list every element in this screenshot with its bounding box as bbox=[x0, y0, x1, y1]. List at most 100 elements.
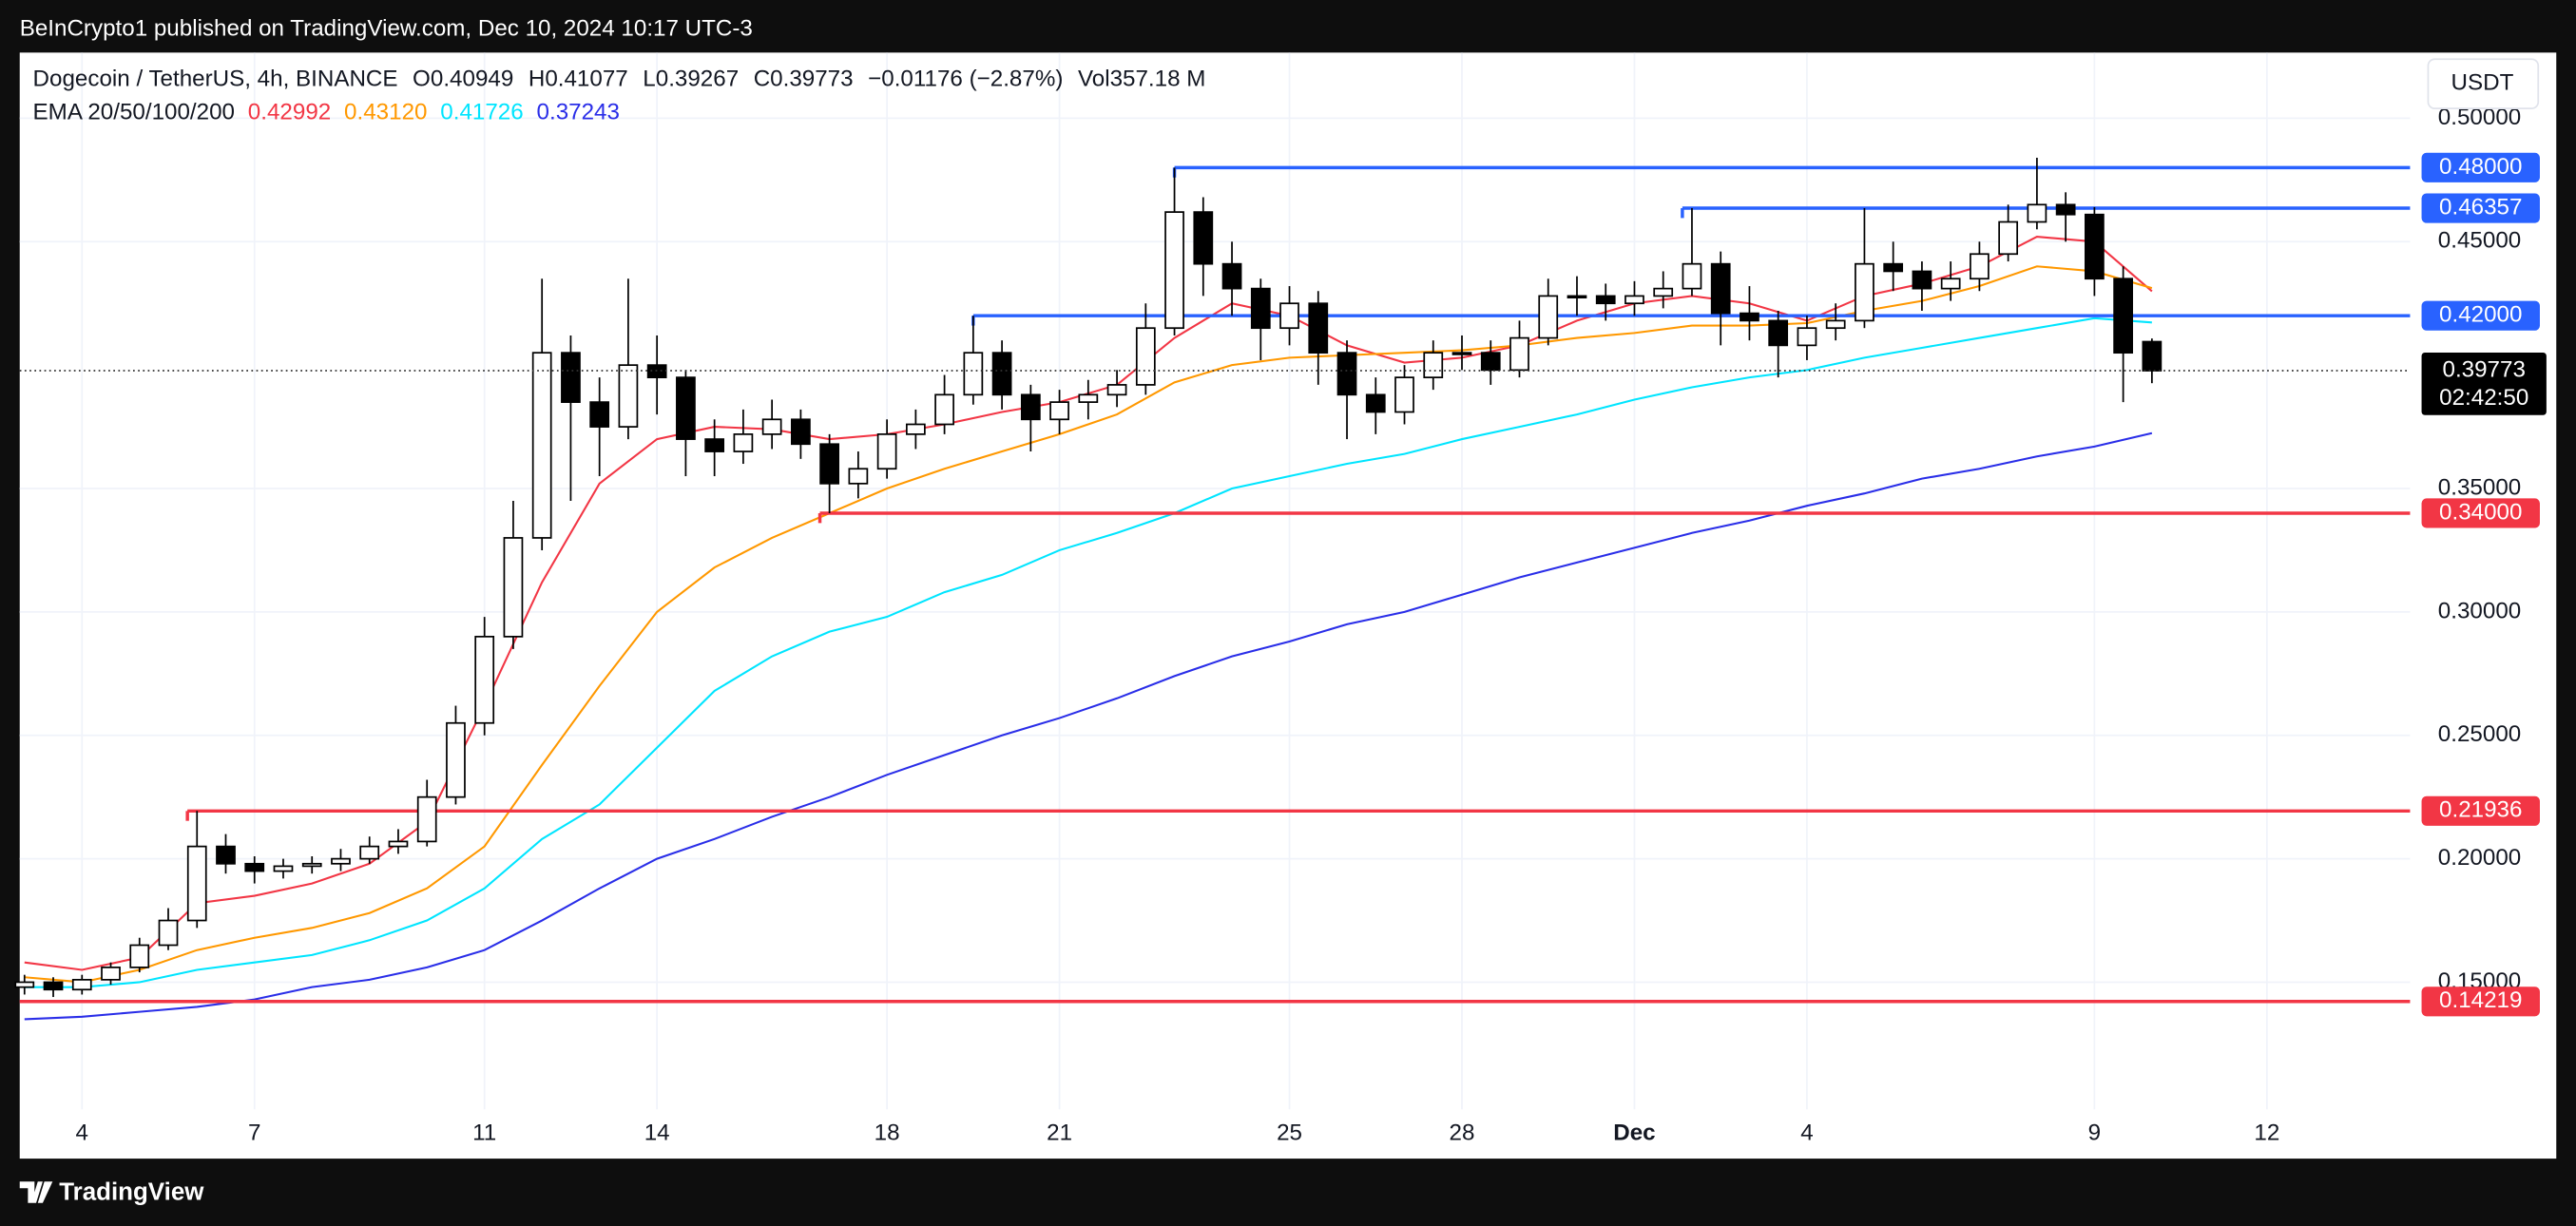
marks bbox=[14, 157, 2411, 1021]
ema-line bbox=[24, 316, 2152, 988]
candle-body bbox=[1855, 262, 1874, 322]
candle-body bbox=[14, 981, 35, 988]
candle-body bbox=[2085, 213, 2105, 280]
candle-body bbox=[301, 862, 322, 868]
logo-icon bbox=[19, 1181, 53, 1203]
candle-body bbox=[1768, 319, 1789, 347]
y-tick-label: 0.30000 bbox=[2438, 598, 2521, 623]
candle-body bbox=[589, 401, 610, 428]
candle-body bbox=[1595, 295, 1616, 305]
grid bbox=[19, 52, 2411, 1110]
candle-body bbox=[1509, 336, 1529, 372]
currency-label[interactable]: USDT bbox=[2451, 70, 2514, 96]
symbol-legend: Dogecoin / TetherUS, 4h, BINANCE O0.40949… bbox=[33, 67, 1206, 92]
candle-body bbox=[2113, 278, 2133, 354]
candle-body bbox=[101, 967, 121, 981]
candle-body bbox=[1308, 302, 1329, 354]
x-tick-label: 4 bbox=[76, 1121, 88, 1146]
ohlc-value: 0.39267 bbox=[656, 67, 739, 92]
candle-body bbox=[1825, 319, 1846, 330]
candle-body bbox=[1049, 401, 1069, 421]
candle-body bbox=[331, 857, 351, 865]
indicator-value: 0.37243 bbox=[537, 100, 620, 125]
ohlc-value: 0.40949 bbox=[431, 67, 513, 92]
x-tick-label: 12 bbox=[2254, 1121, 2279, 1146]
ohlc-value: 0.39773 bbox=[770, 67, 853, 92]
candle-body bbox=[1883, 262, 1904, 273]
candle-body bbox=[388, 840, 409, 848]
candle-body bbox=[704, 438, 725, 452]
candle-body bbox=[1423, 352, 1444, 379]
change-value: −0.01176 (−2.87%) bbox=[868, 67, 1063, 92]
x-tick-label: 9 bbox=[2088, 1121, 2101, 1146]
candle-body bbox=[1394, 376, 1414, 413]
candle-body bbox=[905, 423, 926, 435]
candle-body bbox=[1624, 295, 1644, 305]
candle-body bbox=[1682, 262, 1702, 290]
level-label-box bbox=[2421, 300, 2540, 331]
ohlc-prefix: L bbox=[643, 67, 655, 92]
countdown-label: 02:42:50 bbox=[2439, 385, 2528, 411]
level-label-box bbox=[2421, 152, 2540, 182]
current-price-label: 0.39773 bbox=[2443, 356, 2526, 382]
candle-body bbox=[531, 352, 552, 539]
ohlc-prefix: H bbox=[529, 67, 545, 92]
y-tick-label: 0.45000 bbox=[2438, 228, 2521, 254]
current-price-box bbox=[2421, 353, 2547, 415]
ema-line bbox=[24, 431, 2153, 1021]
candle-body bbox=[503, 537, 524, 638]
chart-pane bbox=[19, 52, 2557, 1159]
x-tick-label: 28 bbox=[1450, 1121, 1475, 1146]
indicator-value: 0.42992 bbox=[248, 100, 331, 125]
level-label-box bbox=[2421, 987, 2540, 1017]
candle-body bbox=[1336, 352, 1357, 396]
brand-name: TradingView bbox=[59, 1178, 204, 1205]
currency-button[interactable] bbox=[2427, 58, 2540, 109]
labels: 4 7 11 14 18 21 25 28 Dec 4 9 120.150000.200000.250… bbox=[76, 105, 2547, 1146]
volume-prefix: Vol bbox=[1078, 67, 1110, 92]
level-label: 0.42000 bbox=[2439, 302, 2522, 328]
candle-body bbox=[359, 845, 380, 860]
candle-body bbox=[446, 721, 466, 798]
candle-body bbox=[819, 443, 839, 485]
level-label: 0.48000 bbox=[2439, 154, 2522, 180]
indicator-name: EMA 20/50/100/200 bbox=[33, 100, 235, 125]
candle-body bbox=[676, 376, 696, 440]
candle-body bbox=[71, 979, 92, 991]
candle-body bbox=[1940, 278, 1961, 290]
candle-body bbox=[1710, 262, 1731, 315]
candle-body bbox=[1078, 393, 1099, 403]
candle-body bbox=[848, 468, 869, 485]
candle-body bbox=[934, 393, 954, 426]
candle-body bbox=[1567, 295, 1587, 299]
candle-body bbox=[1135, 327, 1156, 386]
candle-body bbox=[1020, 393, 1041, 421]
candle-body bbox=[1480, 352, 1501, 372]
candle-body bbox=[991, 352, 1012, 396]
x-tick-label: 7 bbox=[248, 1121, 260, 1146]
y-tick-label: 0.20000 bbox=[2438, 845, 2521, 871]
candle-body bbox=[1912, 270, 1932, 290]
x-tick-label: 18 bbox=[875, 1121, 900, 1146]
x-tick-label: 25 bbox=[1277, 1121, 1302, 1146]
x-tick-label: 21 bbox=[1047, 1121, 1072, 1146]
candle-body bbox=[158, 919, 179, 947]
level-label: 0.21936 bbox=[2439, 797, 2522, 823]
candle-body bbox=[273, 865, 294, 872]
x-tick-label: 14 bbox=[644, 1121, 670, 1146]
y-tick-label: 0.25000 bbox=[2438, 721, 2521, 747]
candle-body bbox=[43, 981, 64, 991]
candle-body bbox=[2027, 203, 2047, 223]
level-label-box bbox=[2421, 795, 2540, 826]
candle-body bbox=[474, 635, 495, 724]
symbol-title: Dogecoin / TetherUS, 4h, BINANCE bbox=[33, 67, 398, 92]
candle-body bbox=[416, 795, 437, 843]
candle-body bbox=[561, 352, 581, 403]
candle-body bbox=[791, 418, 811, 446]
candle-body bbox=[129, 944, 150, 968]
x-tick-label: 11 bbox=[472, 1121, 496, 1146]
level-label-box bbox=[2421, 193, 2540, 223]
candle-body bbox=[1797, 327, 1817, 347]
ohlc-prefix: C bbox=[754, 67, 770, 92]
